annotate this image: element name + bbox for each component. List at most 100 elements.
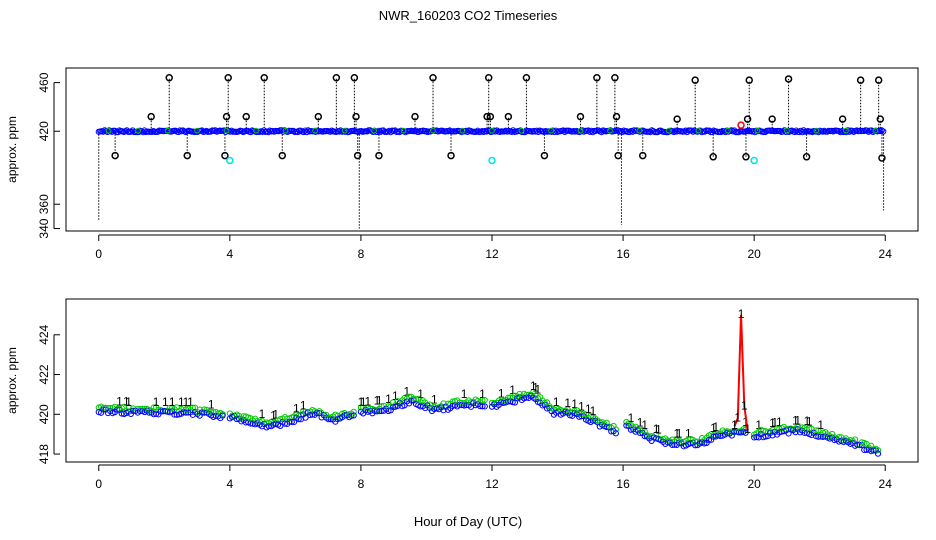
spike-point: [350, 73, 359, 82]
series-1-marker: 1: [585, 402, 592, 416]
series-1-marker: 1: [804, 414, 811, 428]
spike-point: [576, 112, 585, 121]
spike-point: [224, 73, 232, 82]
series-1-marker: 1: [162, 395, 169, 409]
baseline-point: [868, 127, 875, 134]
series-2-point: [350, 408, 357, 415]
x-tick-label: 12: [485, 247, 499, 261]
baseline-accent-point: [341, 127, 348, 134]
baseline-point: [595, 127, 602, 134]
baseline-accent-point: [695, 127, 702, 134]
series-1-marker: 1: [553, 395, 560, 409]
x-tick-label: 20: [747, 477, 761, 491]
series-1-marker: 1: [509, 383, 516, 397]
cyan-point: [226, 156, 234, 165]
series-1-marker: 1: [360, 395, 367, 409]
spike-point: [540, 151, 549, 160]
baseline-point: [793, 127, 800, 134]
x-axis-title: Hour of Day (UTC): [413, 514, 523, 529]
series-3-point: [481, 403, 488, 410]
series-1-marker: 1: [685, 427, 692, 441]
spike-point: [878, 154, 886, 162]
series-1-marker: 1: [374, 394, 381, 408]
red-spike-marker: 1: [741, 398, 748, 412]
x-tick-label: 16: [616, 477, 630, 491]
baseline-point: [800, 127, 807, 134]
series-2-point: [102, 404, 109, 411]
baseline-accent-point: [459, 127, 466, 134]
series-2-point: [150, 404, 157, 411]
baseline-accent-point: [548, 127, 554, 134]
x-tick-label: 0: [95, 477, 102, 491]
x-tick-label: 0: [95, 247, 102, 261]
spike-point: [856, 76, 865, 84]
baseline-point: [297, 127, 304, 134]
series-3-point: [612, 430, 619, 437]
baseline-point: [100, 128, 107, 135]
spike-point: [332, 73, 341, 82]
series-3-point: [159, 408, 167, 415]
y-tick-label: 340: [37, 218, 51, 238]
red-spike-marker: 1: [738, 307, 745, 321]
baseline-accent-point: [754, 127, 761, 134]
baseline-accent-point: [872, 127, 879, 134]
baseline-point: [396, 129, 403, 136]
series-1-marker: 1: [123, 395, 130, 409]
red-spike-marker: 1: [744, 422, 751, 436]
series-1-marker: 1: [208, 397, 215, 411]
baseline-point: [688, 127, 695, 134]
spike-point: [838, 115, 847, 123]
baseline-point: [510, 127, 517, 134]
baseline-point: [681, 128, 688, 135]
spike-point: [375, 151, 383, 160]
baseline-accent-point: [400, 127, 407, 134]
baseline-point: [579, 127, 586, 134]
baseline-point: [247, 129, 254, 136]
spike-point: [745, 76, 753, 84]
baseline-point: [336, 128, 343, 135]
baseline-point: [486, 127, 493, 134]
series-1-marker: 1: [431, 392, 438, 406]
spike-point: [673, 115, 681, 123]
baseline-accent-point: [194, 127, 200, 134]
spike-point: [486, 112, 495, 121]
series-1-marker: 1: [571, 397, 578, 411]
series-2-point: [481, 396, 488, 404]
spike-point: [222, 112, 231, 121]
series-1-marker: 1: [776, 415, 783, 429]
baseline-point: [878, 127, 885, 134]
series-1-marker: 1: [530, 379, 537, 393]
series-2-point: [874, 447, 882, 454]
baseline-point: [647, 129, 654, 136]
baseline-accent-point: [282, 127, 289, 134]
baseline-point: [474, 127, 481, 134]
baseline-point: [128, 128, 135, 135]
spike-point: [611, 73, 619, 82]
series-1-marker: 1: [578, 399, 585, 413]
series-3-point: [742, 429, 749, 436]
baseline-accent-point: [430, 127, 436, 134]
baseline-point: [706, 127, 713, 134]
baseline-accent-point: [105, 127, 112, 134]
series-1-marker: 1: [376, 393, 383, 407]
series-3-point: [302, 414, 309, 421]
baseline-accent-point: [725, 127, 731, 134]
baseline-point: [473, 128, 480, 135]
baseline-point: [697, 127, 704, 134]
series-3-point: [150, 411, 157, 418]
series-1-marker: 1: [183, 395, 190, 409]
series-3-point: [288, 418, 295, 426]
x-tick-label: 20: [747, 247, 761, 261]
series-1-marker: 1: [300, 399, 307, 413]
series-1-marker: 1: [590, 404, 597, 418]
baseline-point: [480, 128, 487, 136]
baseline-point: [837, 129, 844, 136]
spike-point: [691, 76, 699, 84]
baseline-point: [364, 128, 371, 135]
baseline-point: [380, 127, 387, 134]
baseline-point: [541, 129, 548, 136]
red-spike-line: [733, 314, 749, 431]
y-tick-label: 420: [37, 121, 51, 141]
series-1-marker: 1: [270, 408, 277, 422]
spike-point: [242, 112, 250, 121]
